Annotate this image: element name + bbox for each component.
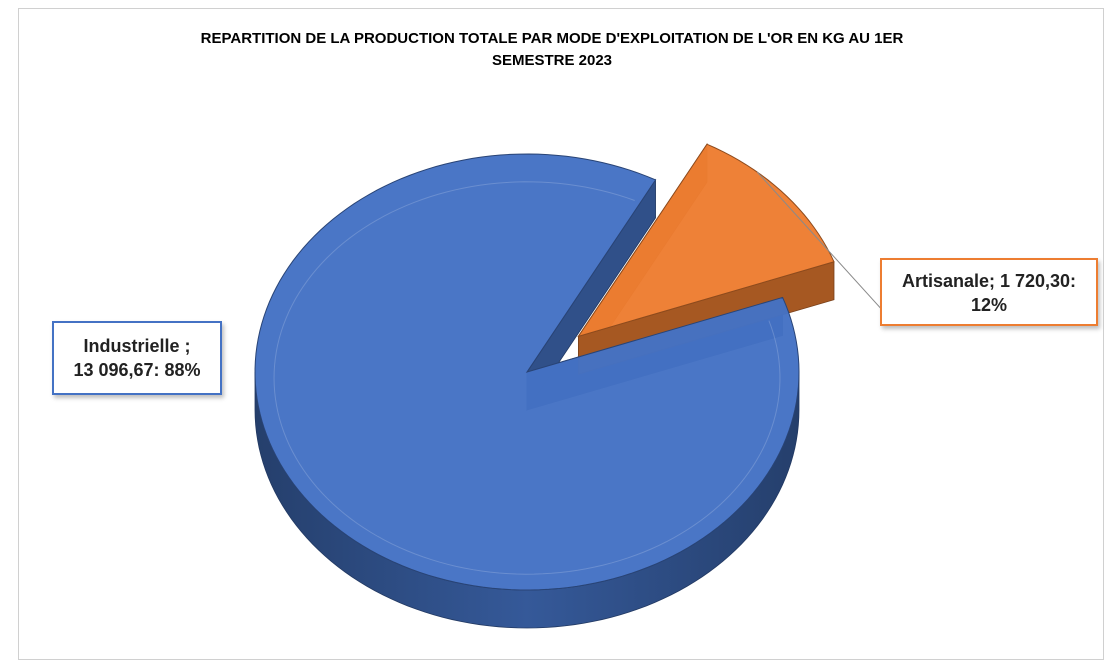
- pie-slice-artisanale: [577, 143, 835, 338]
- chart-title: REPARTITION DE LA PRODUCTION TOTALE PAR …: [0, 28, 1104, 72]
- data-label-industrielle-line-1: Industrielle ;: [83, 336, 191, 356]
- data-label-artisanale: Artisanale; 1 720,30: 12%: [880, 258, 1098, 326]
- chart-title-line-2: SEMESTRE 2023: [491, 52, 613, 69]
- pie-slice-highlight: [273, 181, 781, 575]
- data-label-industrielle: Industrielle ; 13 096,67: 88%: [52, 321, 222, 395]
- data-label-artisanale-line-2: 12%: [970, 295, 1008, 315]
- chart-title-line-1: REPARTITION DE LA PRODUCTION TOTALE PAR …: [200, 30, 904, 47]
- data-label-industrielle-line-2: 13 096,67: 88%: [73, 360, 201, 380]
- pie-slice-industrielle: [254, 153, 800, 591]
- data-label-artisanale-line-1: Artisanale; 1 720,30:: [901, 271, 1077, 291]
